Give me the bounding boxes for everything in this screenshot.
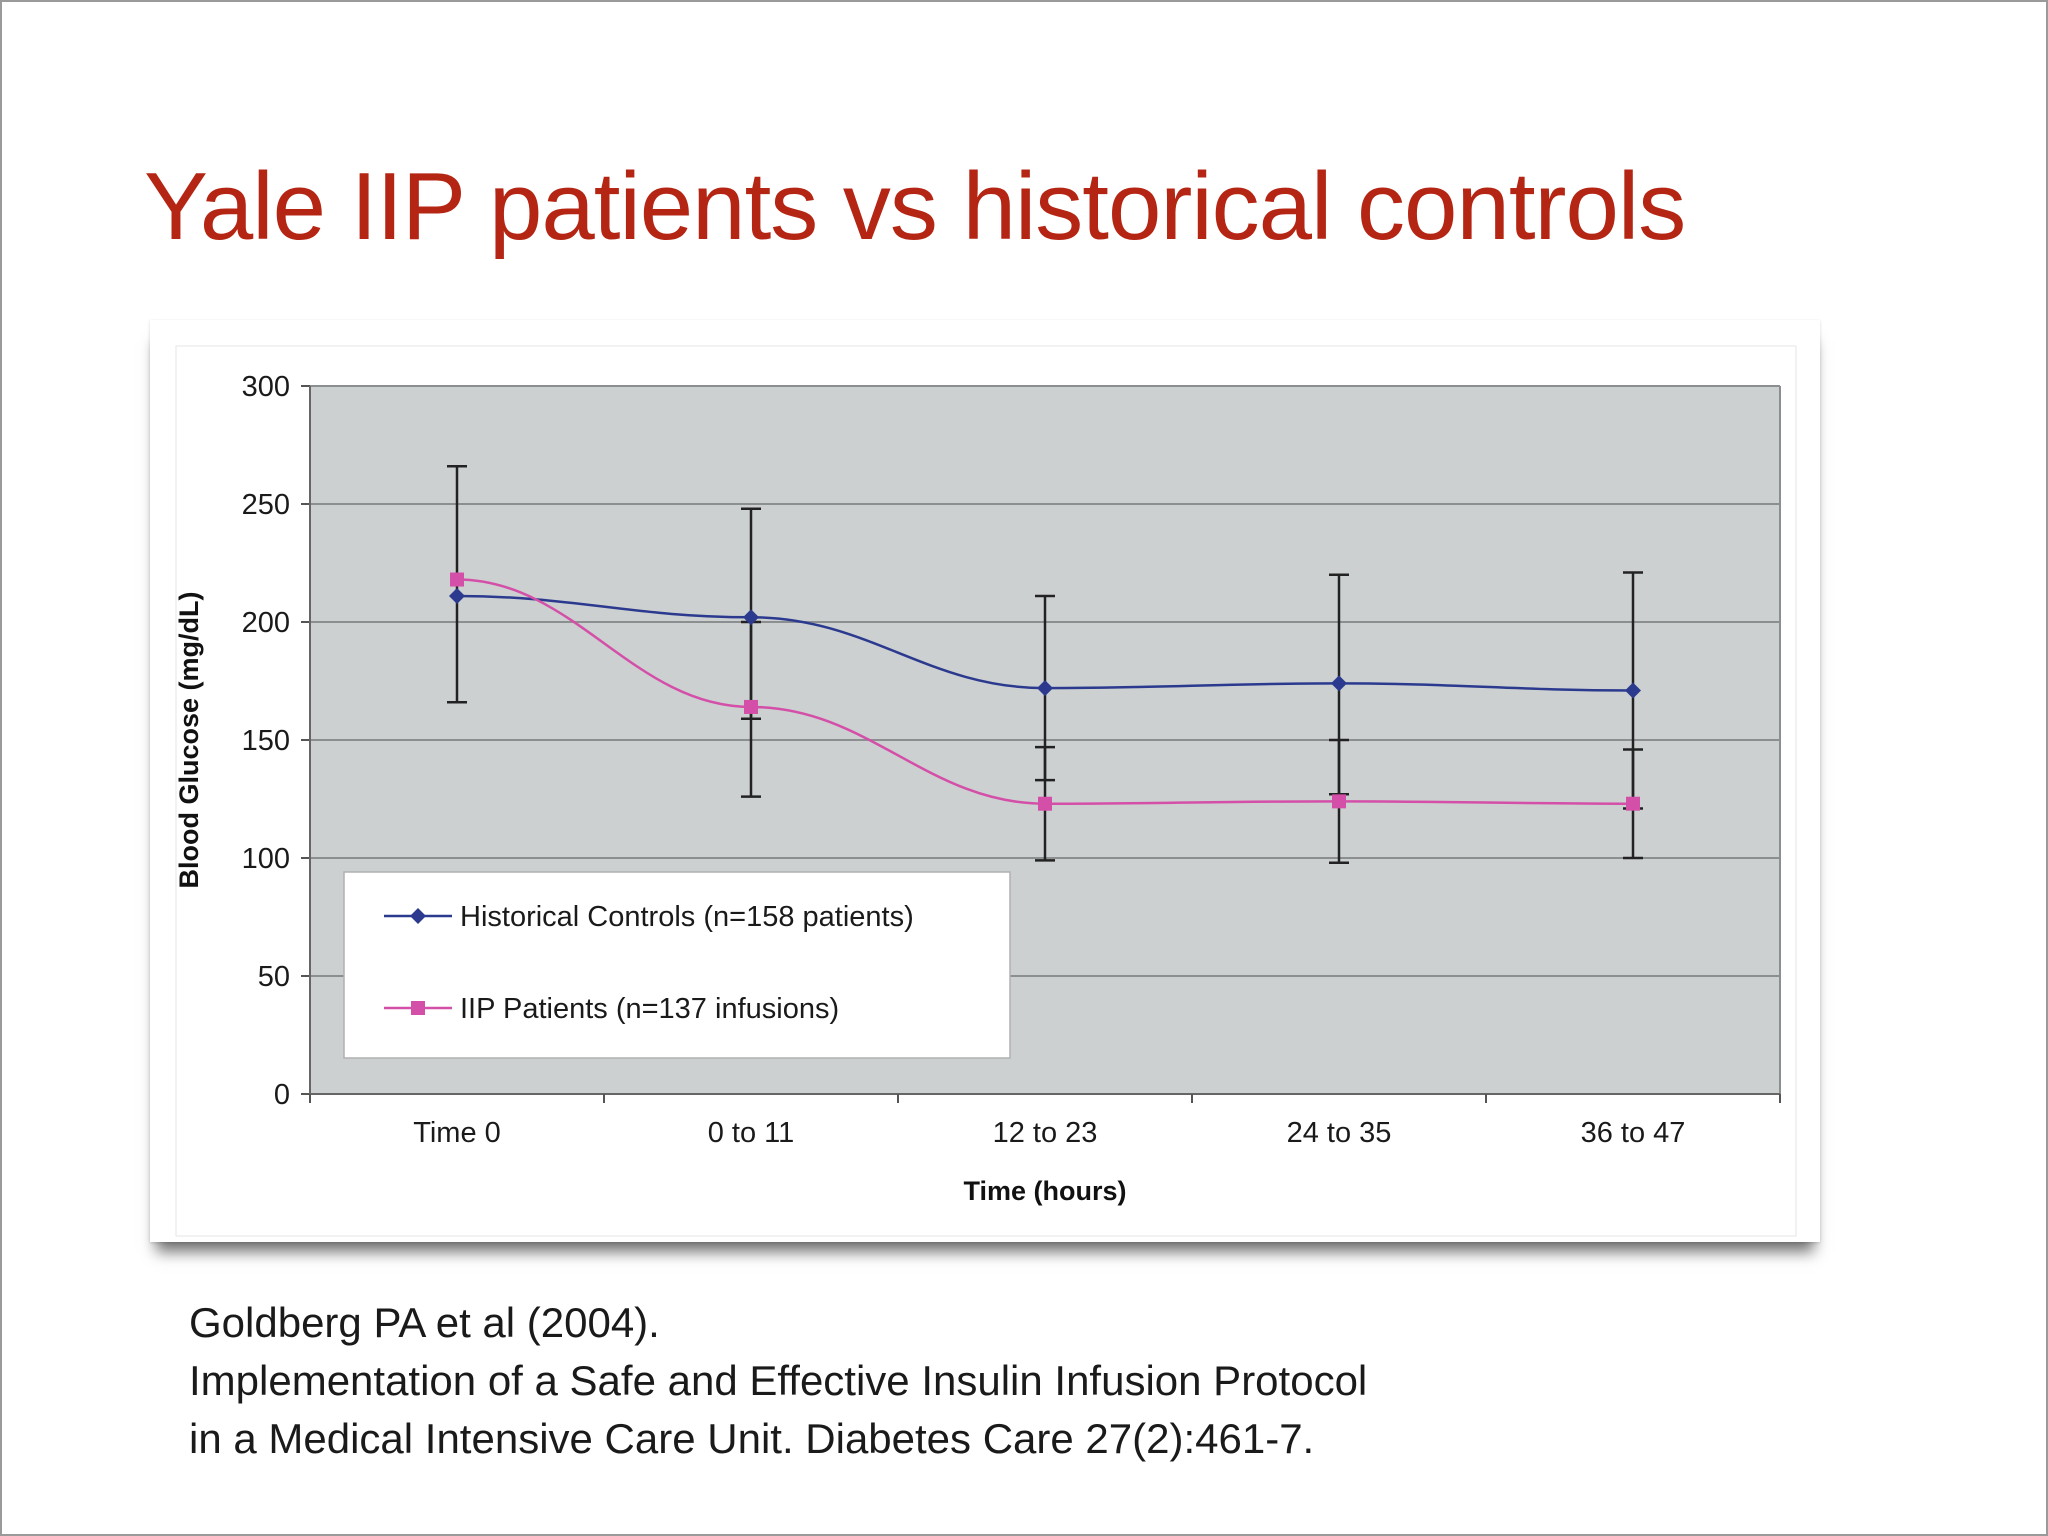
x-tick-label: 12 to 23	[993, 1117, 1098, 1149]
legend-marker-diamond	[410, 908, 426, 924]
legend-label: IIP Patients (n=137 infusions)	[460, 993, 839, 1025]
data-point-square	[1332, 794, 1346, 809]
y-tick-label: 250	[242, 489, 290, 521]
y-tick-label: 300	[242, 371, 290, 403]
data-markers	[449, 572, 1641, 811]
chart-figure: 0 50 100 150 200 250 300 Time 0 0 to 11 12 to 23 2…	[150, 320, 1820, 1242]
data-point-diamond	[1625, 682, 1641, 699]
line-chart: 0 50 100 150 200 250 300 Time 0 0 to 11 12 to 23 2…	[174, 345, 1797, 1237]
x-tick-label: Time 0	[413, 1117, 501, 1149]
legend-label: Historical Controls (n=158 patients)	[460, 901, 914, 933]
citation: Goldberg PA et al (2004). Implementation…	[189, 1294, 1367, 1468]
y-tick-label: 200	[242, 607, 290, 639]
y-axis-label: Blood Glucose (mg/dL)	[174, 592, 204, 889]
data-point-square	[450, 572, 464, 587]
x-tick-label: 36 to 47	[1581, 1117, 1686, 1149]
x-tick-label: 0 to 11	[708, 1117, 795, 1149]
data-point-diamond	[1037, 680, 1053, 697]
legend: Historical Controls (n=158 patients) IIP …	[343, 871, 1011, 1059]
data-point-square	[1038, 796, 1052, 811]
data-point-diamond	[449, 588, 465, 605]
error-bars	[447, 464, 1643, 864]
data-point-diamond	[1331, 675, 1347, 692]
citation-line: in a Medical Intensive Care Unit. Diabet…	[189, 1415, 1315, 1462]
y-tick-label: 0	[274, 1079, 290, 1111]
y-tick-label: 150	[242, 725, 290, 757]
y-tick-label: 100	[242, 843, 290, 875]
data-point-square	[744, 699, 758, 714]
data-point-square	[1626, 796, 1640, 811]
citation-line: Goldberg PA et al (2004).	[189, 1299, 660, 1346]
citation-line: Implementation of a Safe and Effective I…	[189, 1357, 1368, 1404]
series-line-iip	[456, 578, 1634, 805]
legend-marker-square	[411, 1001, 425, 1015]
y-tick-label: 50	[258, 961, 290, 993]
x-tick-label: 24 to 35	[1287, 1117, 1392, 1149]
x-axis-label: Time (hours)	[963, 1176, 1126, 1206]
legend-box	[343, 871, 1011, 1059]
slide-title: Yale IIP patients vs historical controls	[144, 153, 1686, 260]
data-point-diamond	[743, 609, 759, 626]
axes: 0 50 100 150 200 250 300 Time 0 0 to 11 12 to 23 2…	[242, 371, 1781, 1149]
